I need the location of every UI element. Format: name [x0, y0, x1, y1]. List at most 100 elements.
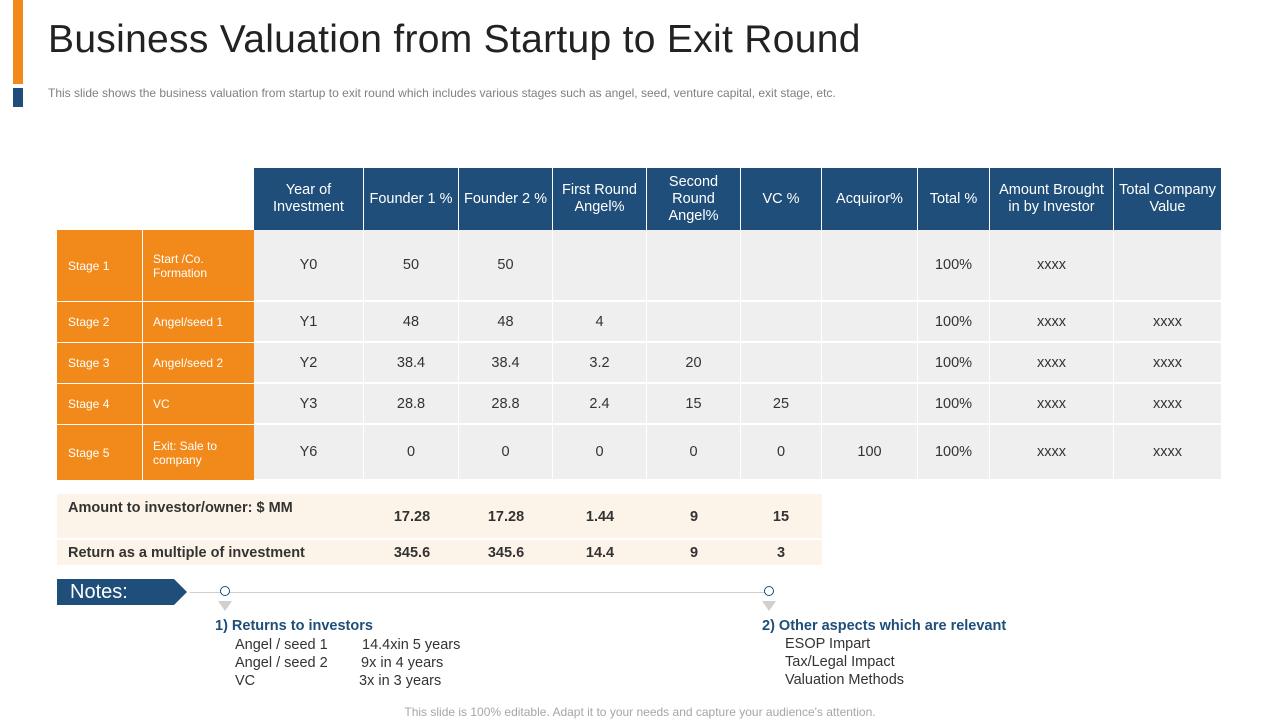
note-left-name: VC — [235, 673, 256, 689]
table-cell: 0 — [364, 425, 459, 481]
table-header-cell: Founder 2 % — [459, 168, 553, 230]
table-cell: 100% — [918, 343, 990, 384]
table-cell: 28.8 — [364, 384, 459, 425]
table-cell: 100% — [918, 425, 990, 481]
table-cell — [647, 302, 741, 343]
table-cell — [822, 384, 918, 425]
table-cell: 0 — [459, 425, 553, 481]
stage-description: Exit: Sale to company — [142, 425, 254, 481]
summary-value: 345.6 — [487, 545, 525, 561]
notes-right-title: 2) Other aspects which are relevant — [762, 618, 1007, 634]
table-cell: Y0 — [254, 230, 364, 302]
note-right-item: Tax/Legal Impact — [785, 654, 895, 670]
accent-bar-orange — [13, 0, 23, 84]
table-cell: 100% — [918, 384, 990, 425]
summary-row — [57, 494, 822, 538]
notes-tag: Notes: — [57, 579, 187, 605]
table-cell — [822, 343, 918, 384]
stage-label: Stage 3 — [57, 343, 142, 384]
timeline-node-1 — [220, 586, 230, 596]
table-cell: 100 — [822, 425, 918, 481]
table-cell: 48 — [364, 302, 459, 343]
stage-label: Stage 2 — [57, 302, 142, 343]
note-left-name: Angel / seed 2 — [235, 655, 328, 671]
note-left-name: Angel / seed 1 — [235, 637, 328, 653]
stage-description: VC — [142, 384, 254, 425]
table-cell: 15 — [647, 384, 741, 425]
stage-description: Start /Co. Formation — [142, 230, 254, 302]
note-left-value: 3x in 3 years — [359, 673, 442, 689]
table-cell — [822, 302, 918, 343]
summary-row — [57, 540, 822, 565]
note-right-item: ESOP Impart — [785, 636, 871, 652]
table-header-cell: Second Round Angel% — [647, 168, 741, 230]
note-right-item: Valuation Methods — [785, 672, 905, 688]
table-cell: Y1 — [254, 302, 364, 343]
table-cell: 50 — [459, 230, 553, 302]
table-cell: 100% — [918, 230, 990, 302]
timeline-marker-1 — [218, 601, 232, 611]
table-cell: 25 — [741, 384, 822, 425]
summary-label: Return as a multiple of investment — [68, 545, 305, 561]
table-cell: Y3 — [254, 384, 364, 425]
summary-value: 9 — [689, 509, 699, 525]
notes-left-title: 1) Returns to investors — [215, 618, 373, 634]
table-header-cell: Total % — [918, 168, 990, 230]
table-cell — [647, 230, 741, 302]
table-header-cell: First Round Angel% — [553, 168, 647, 230]
table-cell: xxxx — [990, 343, 1114, 384]
table-header-cell: Total Company Value — [1114, 168, 1222, 230]
table-cell — [1114, 230, 1222, 302]
table-cell: xxxx — [1114, 425, 1222, 481]
stage-description: Angel/seed 1 — [142, 302, 254, 343]
timeline-marker-2 — [762, 601, 776, 611]
table-header-cell: Acquiror% — [822, 168, 918, 230]
table-cell: xxxx — [990, 384, 1114, 425]
stage-label: Stage 5 — [57, 425, 142, 481]
table-cell — [822, 230, 918, 302]
note-left-value: 14.4xin 5 years — [362, 637, 461, 653]
table-cell: 2.4 — [553, 384, 647, 425]
slide-subtitle: This slide shows the business valuation … — [48, 86, 836, 100]
table-cell: 0 — [647, 425, 741, 481]
table-header-cell: VC % — [741, 168, 822, 230]
table-cell: 100% — [918, 302, 990, 343]
stage-description: Angel/seed 2 — [142, 343, 254, 384]
note-left-value: 9x in 4 years — [361, 655, 444, 671]
table-header-cell: Founder 1 % — [364, 168, 459, 230]
table-cell: xxxx — [990, 230, 1114, 302]
summary-value: 17.28 — [393, 509, 431, 525]
summary-value: 1.44 — [585, 509, 615, 525]
table-cell: Y6 — [254, 425, 364, 481]
summary-value: 3 — [776, 545, 786, 561]
table-cell: xxxx — [1114, 302, 1222, 343]
summary-value: 17.28 — [487, 509, 525, 525]
stage-label: Stage 1 — [57, 230, 142, 302]
accent-bar-blue — [13, 88, 23, 107]
summary-value: 14.4 — [585, 545, 615, 561]
table-cell: 38.4 — [459, 343, 553, 384]
summary-label: Amount to investor/owner: $ MM — [68, 500, 293, 516]
table-cell: xxxx — [1114, 343, 1222, 384]
table-cell: 4 — [553, 302, 647, 343]
table-cell: 20 — [647, 343, 741, 384]
table-cell — [741, 343, 822, 384]
table-cell: xxxx — [990, 302, 1114, 343]
table-cell: 38.4 — [364, 343, 459, 384]
stage-label: Stage 4 — [57, 384, 142, 425]
summary-value: 345.6 — [393, 545, 431, 561]
table-header-cell: Year of Investment — [254, 168, 364, 230]
timeline-node-2 — [764, 586, 774, 596]
table-cell — [553, 230, 647, 302]
table-cell: 0 — [741, 425, 822, 481]
summary-value: 9 — [689, 545, 699, 561]
table-cell: xxxx — [1114, 384, 1222, 425]
table-cell: Y2 — [254, 343, 364, 384]
table-cell: 3.2 — [553, 343, 647, 384]
table-cell — [741, 230, 822, 302]
slide-footer: This slide is 100% editable. Adapt it to… — [404, 705, 876, 719]
table-cell: 48 — [459, 302, 553, 343]
table-cell: 0 — [553, 425, 647, 481]
table-cell: xxxx — [990, 425, 1114, 481]
table-cell: 50 — [364, 230, 459, 302]
